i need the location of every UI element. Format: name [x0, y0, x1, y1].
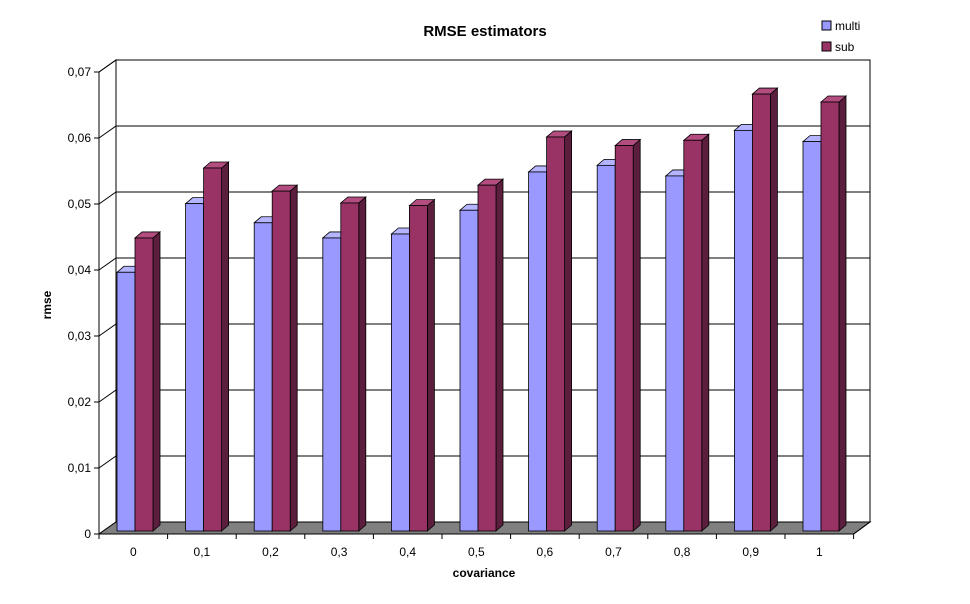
x-tick-label: 1 [816, 545, 823, 559]
bar-sub-0,3 [339, 196, 367, 532]
legend-swatch-multi [821, 20, 832, 31]
y-tick-label: 0,04 [68, 263, 92, 277]
y-axis-ticks: 0 0,01 0,02 0,03 0,04 0,05 0,06 0,07 [68, 65, 100, 541]
legend-label-multi: multi [835, 19, 860, 33]
x-axis-ticks: 0 0,1 0,2 0,3 0,4 0,5 0,6 0,7 0,8 0,9 1 [98, 521, 871, 559]
floor-edge [853, 521, 871, 535]
x-tick-label: 0,9 [742, 545, 759, 559]
bar-sub-0,4 [408, 198, 436, 532]
chart-title: RMSE estimators [423, 23, 546, 40]
gridline [98, 59, 870, 73]
x-tick-label: 0,1 [194, 545, 211, 559]
y-tick-label: 0,07 [68, 65, 92, 79]
legend-label-sub: sub [835, 40, 855, 54]
y-tick-label: 0,01 [68, 461, 92, 475]
bar-sub-0 [133, 231, 162, 532]
bar-sub-0,9 [751, 87, 779, 532]
bar-sub-0,5 [476, 178, 505, 532]
side-wall [98, 59, 117, 535]
x-tick-label: 0,3 [331, 545, 348, 559]
bars [115, 87, 848, 532]
legend-swatch-sub [821, 41, 832, 52]
y-tick-label: 0 [84, 527, 91, 541]
bar-sub-0,2 [271, 184, 299, 532]
y-tick-label: 0,02 [68, 395, 92, 409]
bar-sub-0,6 [545, 130, 573, 532]
gridline [98, 125, 870, 139]
x-tick-label: 0,8 [674, 545, 691, 559]
bar-sub-0,8 [682, 133, 710, 532]
y-tick-label: 0,03 [68, 329, 92, 343]
y-tick-label: 0,06 [68, 131, 92, 145]
y-tick-label: 0,05 [68, 197, 92, 211]
bar-sub-0,7 [614, 138, 642, 532]
bar-sub-1 [819, 95, 848, 532]
x-tick-label: 0,7 [605, 545, 622, 559]
x-tick-label: 0 [130, 545, 137, 559]
x-tick-label: 0,2 [262, 545, 279, 559]
legend: multi sub [821, 19, 860, 54]
x-axis-label: covariance [453, 566, 516, 580]
y-axis-label: rmse [40, 290, 54, 319]
x-tick-label: 0,6 [537, 545, 554, 559]
x-tick-label: 0,4 [399, 545, 416, 559]
bar-sub-0,1 [202, 161, 230, 532]
x-tick-label: 0,5 [468, 545, 485, 559]
